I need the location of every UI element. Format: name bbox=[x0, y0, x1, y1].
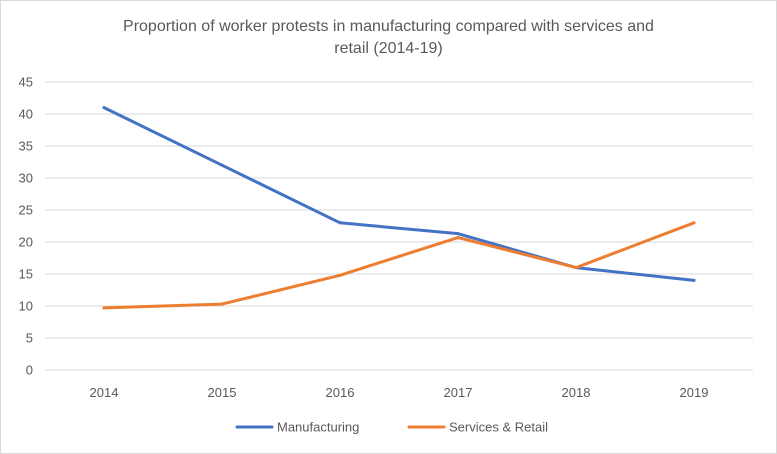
x-tick-label: 2017 bbox=[444, 385, 473, 400]
series-line-segment bbox=[220, 163, 342, 225]
y-tick-label: 15 bbox=[19, 267, 33, 282]
legend-item: Manufacturing bbox=[235, 420, 359, 435]
y-tick-label: 45 bbox=[19, 75, 33, 90]
chart-title: Proportion of worker protests in manufac… bbox=[0, 16, 777, 60]
chart-title-line-1: Proportion of worker protests in manufac… bbox=[123, 18, 654, 35]
y-tick-label: 30 bbox=[19, 171, 33, 186]
y-tick-label: 40 bbox=[19, 107, 33, 122]
x-tick-label: 2016 bbox=[326, 385, 355, 400]
legend-label: Manufacturing bbox=[277, 420, 359, 435]
data-point bbox=[456, 236, 460, 240]
series-line-segment bbox=[102, 106, 224, 167]
y-tick-label: 0 bbox=[26, 363, 33, 378]
y-tick-label: 10 bbox=[19, 299, 33, 314]
data-point bbox=[102, 306, 106, 310]
y-tick-label: 20 bbox=[19, 235, 33, 250]
axes: 0 5 10 15 20 25 30 35 40 45 2014 2015 2016 2017 2018 20… bbox=[19, 75, 753, 400]
data-point bbox=[692, 221, 696, 225]
data-point bbox=[338, 273, 342, 277]
legend: Manufacturing Services & Retail bbox=[235, 420, 548, 435]
legend-label: Services & Retail bbox=[449, 420, 548, 435]
series-line-segment bbox=[102, 302, 224, 310]
data-point bbox=[338, 221, 342, 225]
y-tick-label: 35 bbox=[19, 139, 33, 154]
y-tick-label: 5 bbox=[26, 331, 33, 346]
data-point bbox=[574, 266, 578, 270]
data-point bbox=[456, 232, 460, 236]
series-line-segment bbox=[220, 273, 342, 306]
series-line-segment bbox=[574, 221, 696, 270]
x-tick-label: 2018 bbox=[562, 385, 591, 400]
series-line-segment bbox=[338, 236, 460, 277]
series-1 bbox=[102, 221, 696, 310]
data-point bbox=[692, 278, 696, 282]
chart-title-line-2: retail (2014-19) bbox=[334, 40, 443, 57]
y-tick-label: 25 bbox=[19, 203, 33, 218]
series-line-segment bbox=[338, 221, 460, 236]
x-tick-label: 2019 bbox=[680, 385, 709, 400]
gridlines bbox=[45, 81, 753, 339]
data-point bbox=[220, 163, 224, 167]
data-point bbox=[102, 106, 106, 110]
series-line-segment bbox=[456, 236, 578, 270]
data-point bbox=[220, 302, 224, 306]
x-tick-label: 2015 bbox=[208, 385, 237, 400]
legend-item: Services & Retail bbox=[407, 420, 548, 435]
series-line-segment bbox=[574, 266, 696, 282]
series-lines bbox=[102, 106, 696, 310]
x-tick-label: 2014 bbox=[90, 385, 119, 400]
